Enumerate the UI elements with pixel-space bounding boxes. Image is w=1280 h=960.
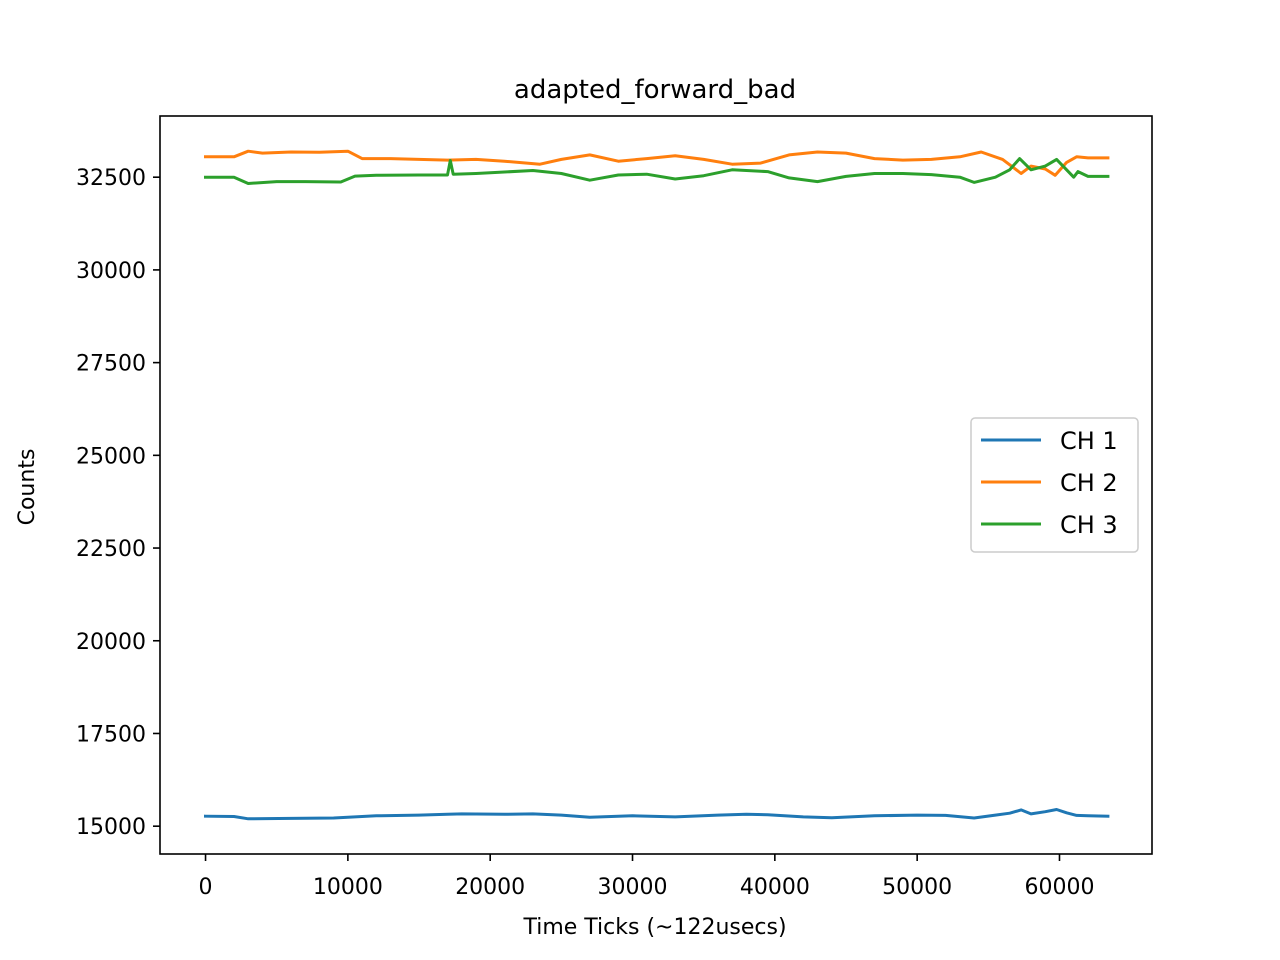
y-axis-label: Counts bbox=[15, 449, 40, 526]
x-tick-label: 40000 bbox=[740, 875, 810, 900]
y-tick-label: 15000 bbox=[76, 815, 146, 840]
y-tick-label: 20000 bbox=[76, 630, 146, 655]
y-tick-label: 25000 bbox=[76, 444, 146, 469]
series-layer bbox=[203, 149, 1110, 821]
chart-title: adapted_forward_bad bbox=[514, 75, 796, 105]
x-tick-label: 10000 bbox=[313, 875, 383, 900]
y-tick-label: 32500 bbox=[76, 166, 146, 191]
legend: CH 1 CH 2 CH 3 bbox=[970, 417, 1139, 553]
legend-label-ch2: CH 2 bbox=[1060, 469, 1118, 497]
x-tick-label: 0 bbox=[199, 875, 213, 900]
x-tick-label: 20000 bbox=[455, 875, 525, 900]
series-line-ch2 bbox=[204, 149, 1110, 177]
x-tick-label: 50000 bbox=[882, 875, 952, 900]
plot-frame bbox=[159, 115, 1153, 855]
series-line-ch3 bbox=[204, 157, 1110, 185]
y-tick-label: 27500 bbox=[76, 352, 146, 377]
x-axis: 0 10000 20000 30000 40000 50000 60000 bbox=[199, 854, 1094, 900]
x-axis-label: Time Ticks (~122usecs) bbox=[522, 915, 786, 940]
y-tick-label: 17500 bbox=[76, 722, 146, 747]
x-tick-label: 30000 bbox=[598, 875, 668, 900]
x-tick-label: 60000 bbox=[1024, 875, 1094, 900]
series-line-ch1 bbox=[203, 808, 1110, 821]
legend-box bbox=[970, 417, 1139, 553]
y-axis: 15000 17500 20000 22500 25000 27500 30000 32500 bbox=[76, 166, 160, 840]
y-tick-label: 30000 bbox=[76, 259, 146, 284]
y-tick-label: 22500 bbox=[76, 537, 146, 562]
legend-label-ch1: CH 1 bbox=[1060, 427, 1118, 455]
legend-label-ch3: CH 3 bbox=[1060, 511, 1118, 539]
